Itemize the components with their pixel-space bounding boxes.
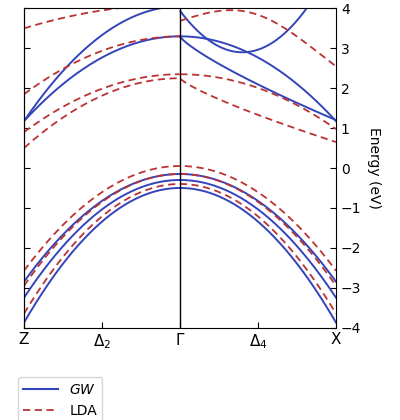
Legend: $GW$, LDA: $GW$, LDA bbox=[18, 377, 102, 420]
Y-axis label: Energy (eV): Energy (eV) bbox=[367, 127, 381, 209]
